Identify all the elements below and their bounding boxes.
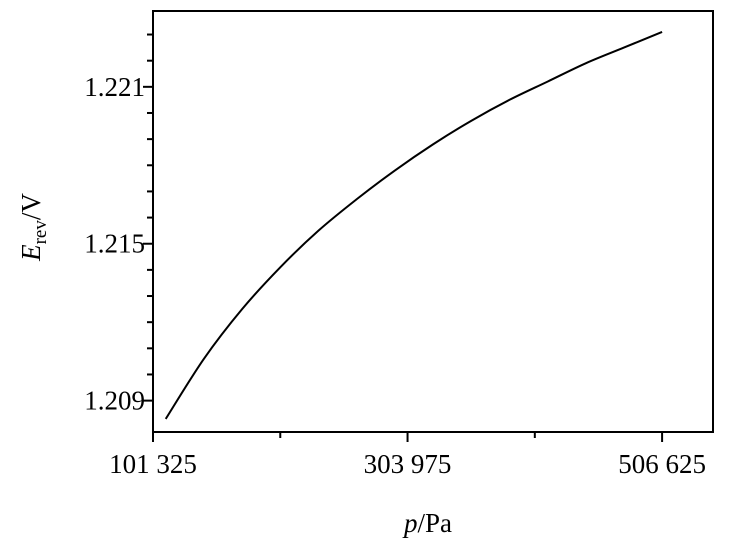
ticks <box>143 33 664 442</box>
y-axis-title-unit: /V <box>16 193 46 221</box>
plot-frame <box>152 10 714 433</box>
y-tick-label: 1.209 <box>84 386 145 416</box>
x-axis-title: p/Pa <box>402 508 452 538</box>
x-axis-title-symbol: p <box>402 508 418 538</box>
y-tick-label: 1.215 <box>84 229 145 259</box>
series-line <box>164 30 663 420</box>
y-axis-title: Erev/V <box>16 193 51 262</box>
x-tick-label: 506 625 <box>618 449 706 479</box>
y-axis-title-symbol: E <box>16 244 46 262</box>
x-axis-title-unit: /Pa <box>417 508 452 538</box>
series-layer <box>164 30 663 420</box>
x-tick-label: 303 975 <box>364 449 452 479</box>
y-axis-title-subscript: rev <box>30 220 51 245</box>
tick-labels: 101 325 303 975 506 625 1.209 1.215 1.221 <box>84 72 706 479</box>
axes <box>152 10 714 433</box>
y-tick-label: 1.221 <box>84 72 145 102</box>
x-tick-label: 101 325 <box>109 449 197 479</box>
